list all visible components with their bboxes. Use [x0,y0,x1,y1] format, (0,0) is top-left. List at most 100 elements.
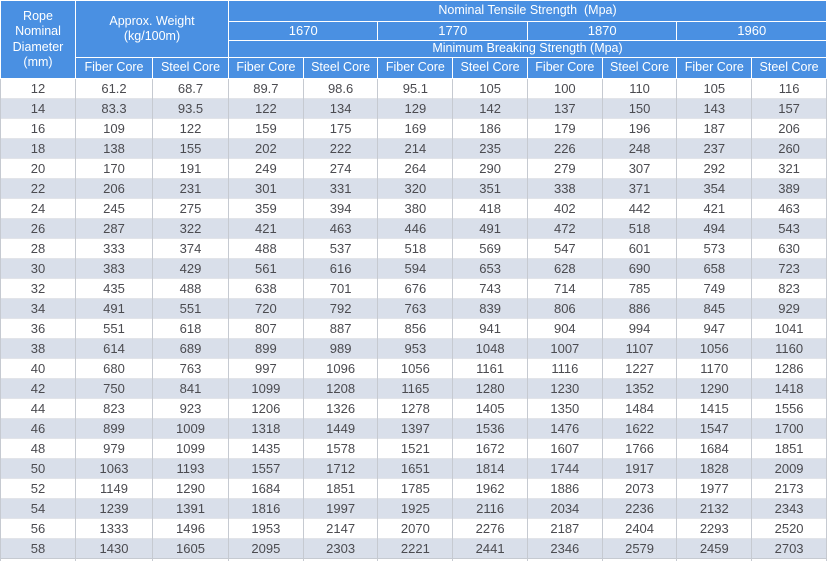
cell-mbs_1770_fiber_core: 320 [377,178,454,199]
cell-mbs_1770_steel_core: 235 [452,138,528,159]
table-row: 40 680 763 997 1096 1056 1161 1116 1227 1170 1286 [0,358,827,379]
cell-mbs_1960_steel_core: 1041 [751,318,827,339]
cell-mbs_1670_fiber_core: 1816 [228,498,304,519]
cell-approx_weight_steel_core: 155 [151,138,230,159]
cell-mbs_1870_steel_core: 307 [601,158,678,179]
table-row: 24 245 275 359 394 380 418 402 442 421 463 [0,198,827,219]
cell-rope_nominal_diameter_mm: 20 [0,158,76,179]
partial-row [0,558,827,561]
cell-mbs_1960_steel_core: 1286 [751,358,827,379]
cell-mbs_1870_fiber_core: 402 [526,198,603,219]
cell-mbs_1870_fiber_core: 472 [526,218,603,239]
cell-mbs_1960_steel_core: 260 [751,138,827,159]
cell-approx_weight_fiber_core: 1149 [75,478,153,499]
cell-approx_weight_steel_core: 488 [151,278,230,299]
cell-mbs_1770_fiber_core: 169 [377,118,454,139]
cell-rope_nominal_diameter_mm: 54 [0,498,76,519]
cell-mbs_1670_fiber_core: 122 [228,98,304,119]
header-grade-1670: 1670 [228,21,379,41]
cell-mbs_1870_fiber_core: 2187 [526,518,603,539]
cell-mbs_1870_steel_core: 601 [601,238,678,259]
cell-mbs_1870_steel_core: 1227 [601,358,678,379]
cell-mbs_1670_fiber_core: 561 [228,258,304,279]
cell-mbs_1670_steel_core: 175 [302,118,379,139]
cell-approx_weight_fiber_core: 333 [75,238,153,259]
cell-mbs_1870_steel_core: 196 [601,118,678,139]
cell-rope_nominal_diameter_mm: 56 [0,518,76,539]
header-fiber-core: Fiber Core [228,57,304,79]
cell-mbs_1770_fiber_core: 1278 [377,398,454,419]
cell-mbs_1960_steel_core: 929 [751,298,827,319]
cell-approx_weight_steel_core: 122 [151,118,230,139]
cell-mbs_1670_steel_core: 331 [302,178,379,199]
cell-mbs_1960_fiber_core: 1290 [676,378,753,399]
cell-mbs_1870_fiber_core: 1007 [526,338,603,359]
table-row: 26 287 322 421 463 446 491 472 518 494 543 [0,218,827,239]
cell-mbs_1670_steel_core: 1326 [302,398,379,419]
cell-mbs_1770_steel_core: 1280 [452,378,528,399]
cell-mbs_1870_fiber_core: 100 [526,78,603,99]
cell-mbs_1960_fiber_core: 354 [676,178,753,199]
header-approx-weight: Approx. Weight (kg/100m) [74,0,230,58]
cell-mbs_1870_steel_core: 886 [601,298,678,319]
cell-mbs_1670_fiber_core: 638 [228,278,304,299]
cell-mbs_1670_steel_core: 98.6 [302,78,379,99]
header-steel-core: Steel Core [751,57,827,79]
table-row: 36 551 618 807 887 856 941 904 994 947 1041 [0,318,827,339]
cell-mbs_1670_fiber_core: 301 [228,178,304,199]
cell-mbs_1670_fiber_core: 159 [228,118,304,139]
cell-rope_nominal_diameter_mm: 32 [0,278,76,299]
cell-approx_weight_steel_core: 1496 [151,518,230,539]
cell-mbs_1960_fiber_core: 1170 [676,358,753,379]
cell-rope_nominal_diameter_mm: 12 [0,78,76,99]
cell-mbs_1960_steel_core: 1700 [751,418,827,439]
cell-mbs_1960_fiber_core: 573 [676,238,753,259]
table-body: 12 61.2 68.7 89.7 98.6 95.1 105 100 110 105 116 14 8… [0,78,827,561]
cell-mbs_1670_fiber_core: 997 [228,358,304,379]
cell-rope_nominal_diameter_mm: 34 [0,298,76,319]
cell-mbs_1770_fiber_core: 129 [377,98,454,119]
cell-approx_weight_steel_core: 1099 [151,438,230,459]
cell-approx_weight_steel_core: 551 [151,298,230,319]
cell-mbs_1870_fiber_core: 226 [526,138,603,159]
cell-mbs_1960_fiber_core: 1547 [676,418,753,439]
cell-mbs_1670_steel_core: 887 [302,318,379,339]
cell-approx_weight_steel_core: 322 [151,218,230,239]
cell-approx_weight_fiber_core: 1333 [75,518,153,539]
cell-mbs_1770_fiber_core: 214 [377,138,454,159]
cell-mbs_1670_fiber_core: 807 [228,318,304,339]
table-row: 28 333 374 488 537 518 569 547 601 573 630 [0,238,827,259]
cell-rope_nominal_diameter_mm: 24 [0,198,76,219]
cell-mbs_1770_steel_core: 1405 [452,398,528,419]
cell-mbs_1960_steel_core: 2009 [751,458,827,479]
header-steel-core: Steel Core [452,57,528,79]
cell-mbs_1670_fiber_core: 1557 [228,458,304,479]
cell-approx_weight_fiber_core: 614 [75,338,153,359]
cell-mbs_1870_steel_core: 690 [601,258,678,279]
partial-cell [151,558,230,561]
cell-mbs_1870_fiber_core: 547 [526,238,603,259]
cell-mbs_1670_steel_core: 222 [302,138,379,159]
cell-mbs_1670_fiber_core: 359 [228,198,304,219]
table-row: 58 1430 1605 2095 2303 2221 2441 2346 2579 2459 27… [0,538,827,559]
cell-mbs_1770_steel_core: 1814 [452,458,528,479]
cell-mbs_1770_steel_core: 418 [452,198,528,219]
cell-approx_weight_steel_core: 763 [151,358,230,379]
cell-approx_weight_fiber_core: 383 [75,258,153,279]
cell-approx_weight_steel_core: 841 [151,378,230,399]
header-nominal-tensile-strength: Nominal Tensile Strength (Mpa) [228,0,827,22]
cell-mbs_1960_fiber_core: 421 [676,198,753,219]
cell-mbs_1770_steel_core: 1536 [452,418,528,439]
cell-mbs_1960_fiber_core: 2293 [676,518,753,539]
cell-approx_weight_steel_core: 68.7 [151,78,230,99]
cell-mbs_1770_fiber_core: 1651 [377,458,454,479]
cell-mbs_1960_fiber_core: 845 [676,298,753,319]
header-minimum-breaking-strength: Minimum Breaking Strength (Mpa) [228,40,827,58]
cell-mbs_1770_fiber_core: 953 [377,338,454,359]
cell-mbs_1960_steel_core: 321 [751,158,827,179]
cell-mbs_1670_fiber_core: 2095 [228,538,304,559]
cell-mbs_1770_fiber_core: 380 [377,198,454,219]
header-rope-nominal-diameter: Rope Nominal Diameter (mm) [0,0,76,79]
cell-approx_weight_fiber_core: 245 [75,198,153,219]
